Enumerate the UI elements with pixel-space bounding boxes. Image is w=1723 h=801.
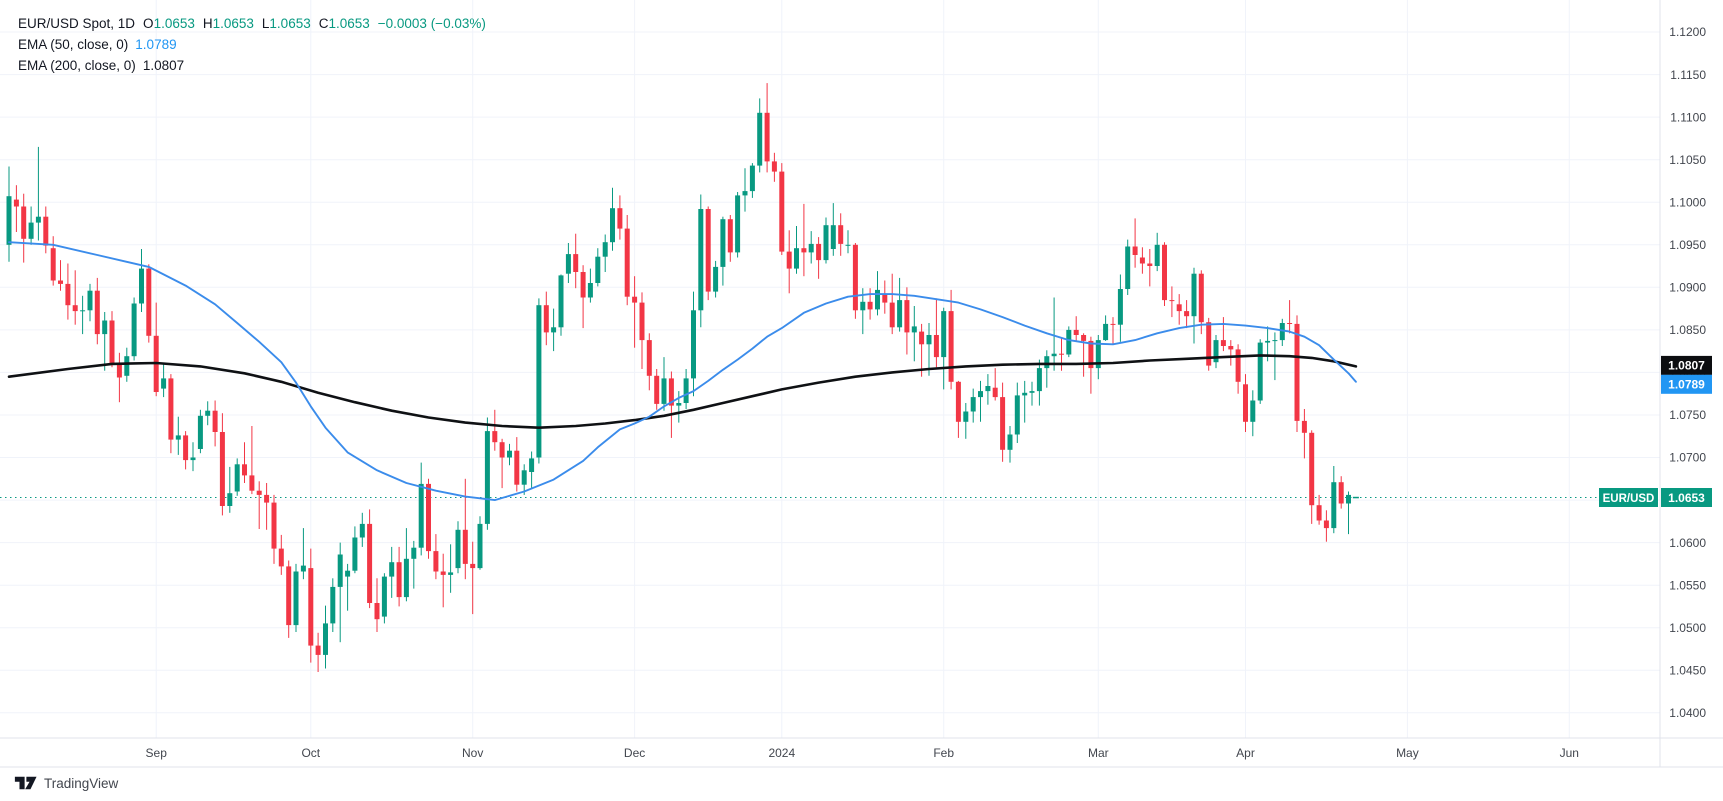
open-label: O: [143, 16, 154, 31]
svg-text:1.1150: 1.1150: [1670, 68, 1706, 82]
svg-text:Jun: Jun: [1560, 746, 1579, 760]
svg-text:1.1050: 1.1050: [1669, 153, 1706, 167]
legend: EUR/USD Spot, 1D O1.0653 H1.0653 L1.0653 C1.…: [18, 13, 486, 76]
low-value: 1.0653: [269, 16, 311, 31]
svg-text:1.0850: 1.0850: [1669, 323, 1706, 337]
svg-text:Dec: Dec: [624, 746, 645, 760]
ema50-line[interactable]: [8, 241, 1357, 502]
time-axis[interactable]: Sep Oct Nov Dec 2024 Feb Mar Apr May Jun: [146, 746, 1579, 760]
svg-text:1.0600: 1.0600: [1669, 536, 1706, 550]
symbol-legend-row[interactable]: EUR/USD Spot, 1D O1.0653 H1.0653 L1.0653 C1.…: [18, 13, 486, 34]
symbol-title: EUR/USD Spot, 1D: [18, 16, 136, 31]
svg-text:Nov: Nov: [462, 746, 483, 760]
ema50-value: 1.0789: [135, 37, 177, 52]
open-value: 1.0653: [153, 16, 195, 31]
svg-text:1.1100: 1.1100: [1670, 110, 1706, 124]
svg-text:Oct: Oct: [301, 746, 320, 760]
tradingview-attribution[interactable]: TradingView: [14, 774, 118, 792]
svg-text:Mar: Mar: [1088, 746, 1109, 760]
low-label: L: [261, 16, 270, 31]
svg-text:EUR/USD: EUR/USD: [1603, 493, 1655, 505]
svg-text:1.0653: 1.0653: [1668, 491, 1705, 505]
svg-text:1.1200: 1.1200: [1669, 25, 1706, 39]
ema200-value: 1.0807: [142, 58, 185, 73]
close-value: 1.0653: [328, 16, 370, 31]
svg-text:1.0400: 1.0400: [1669, 706, 1706, 720]
ema200-line[interactable]: [7, 354, 1358, 429]
price-axis-badges: 1.0807 1.0789 EUR/USD 1.0653: [1599, 355, 1712, 507]
tradingview-logo-icon: [14, 776, 37, 790]
grid-horizontal: [0, 31, 1660, 714]
svg-text:1.0807: 1.0807: [1668, 359, 1705, 373]
change-value: −0.0003 (−0.03%): [377, 16, 486, 31]
ema200-label: EMA (200, close, 0): [18, 58, 136, 73]
svg-text:May: May: [1396, 746, 1419, 760]
svg-text:1.0950: 1.0950: [1669, 238, 1706, 252]
svg-text:1.0450: 1.0450: [1669, 664, 1706, 678]
ema200-price-badge: [1661, 355, 1712, 375]
ema200-legend-row[interactable]: EMA (200, close, 0) 1.0807: [18, 55, 486, 76]
svg-text:1.0550: 1.0550: [1669, 578, 1706, 592]
svg-text:1.0789: 1.0789: [1668, 378, 1705, 392]
svg-text:1.1000: 1.1000: [1669, 195, 1706, 209]
svg-text:Sep: Sep: [146, 746, 168, 760]
ema50-label: EMA (50, close, 0): [18, 37, 129, 52]
ema50-price-badge: [1661, 374, 1712, 394]
svg-text:1.0750: 1.0750: [1669, 408, 1706, 422]
svg-text:Feb: Feb: [933, 746, 954, 760]
candlestick-series: [6, 83, 1359, 672]
ema50-legend-row[interactable]: EMA (50, close, 0) 1.0789: [18, 34, 486, 55]
last-price-badge: EUR/USD 1.0653: [1599, 488, 1712, 507]
svg-text:Apr: Apr: [1236, 746, 1255, 760]
high-value: 1.0653: [212, 16, 254, 31]
tradingview-logo-text: TradingView: [44, 775, 119, 791]
high-label: H: [202, 16, 213, 31]
close-label: C: [318, 16, 329, 31]
svg-text:1.0900: 1.0900: [1669, 281, 1706, 295]
svg-text:2024: 2024: [768, 746, 795, 760]
svg-text:1.0500: 1.0500: [1669, 621, 1706, 635]
svg-text:1.0700: 1.0700: [1669, 451, 1706, 465]
